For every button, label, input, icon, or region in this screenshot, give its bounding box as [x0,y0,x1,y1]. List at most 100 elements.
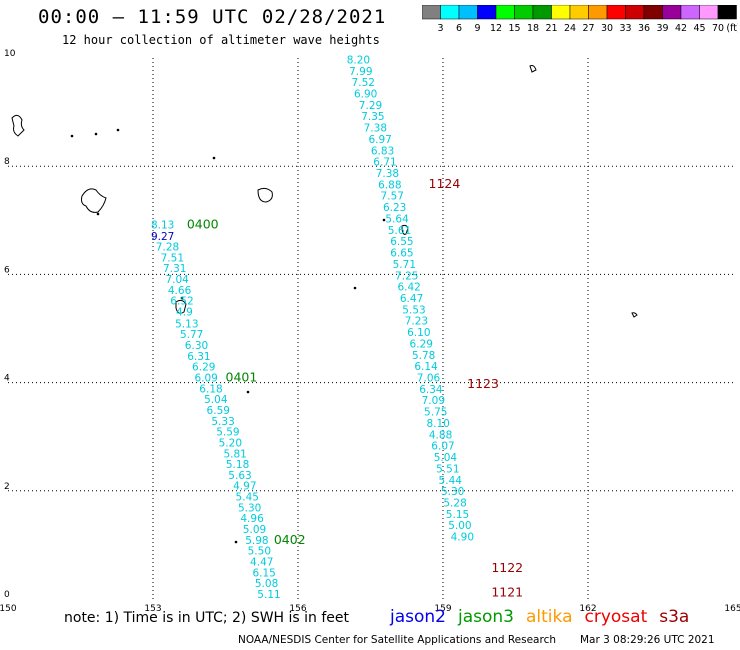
wave-height-value: 5.81 [223,448,246,460]
wave-height-value: 7.57 [381,191,404,203]
colorbar-label: 36 [638,23,650,34]
wave-height-value: 5.11 [257,589,280,601]
wave-height-value: 6.88 [378,179,401,191]
wave-height-value: 8.10 [426,418,449,430]
wave-height-value: 5.15 [446,509,469,521]
colorbar-label: 12 [490,23,502,34]
wave-height-value: 8.13 [151,219,174,231]
colorbar-label: 42 [675,23,687,34]
map-title: 00:00 – 11:59 UTC 02/28/2021 [38,6,387,28]
lon-tick-label: 165 [724,604,740,614]
wave-height-value: 6.59 [207,405,230,417]
wave-height-value: 6.52 [170,296,193,308]
wave-height-value: 5.75 [424,407,447,419]
wave-height-value: 4.88 [429,429,452,441]
wave-height-value: 6.10 [407,327,430,339]
wave-height-value: 7.35 [361,111,384,123]
wave-height-value: 4.97 [233,481,256,493]
pass-time-label: 1121 [491,584,523,599]
lat-tick-label: 8 [4,157,10,167]
islet-dot [246,390,250,394]
wave-height-value: 5.59 [216,427,239,439]
wave-height-value: 5.45 [236,492,259,504]
wave-height-value: 6.30 [185,340,208,352]
wave-height-value: 6.47 [400,293,423,305]
colorbar-label: 21 [545,23,557,34]
wave-height-value: 6.07 [431,441,454,453]
wave-height-value: 6.71 [373,157,396,169]
wave-height-value: 5.51 [436,463,459,475]
pass-time-label: 0401 [226,370,258,385]
wave-height-value: 5.98 [245,535,268,547]
pass-time-label: 1123 [467,376,499,391]
wave-height-value: 4.96 [240,513,264,525]
lon-tick-label: 162 [579,604,596,614]
colorbar-label: 3 [437,23,443,34]
credit-text: NOAA/NESDIS Center for Satellite Applica… [238,634,556,646]
wave-height-value: 5.28 [443,497,466,509]
colorbar-label: 39 [656,23,668,34]
islet-dot [94,132,98,136]
satellite-legend: jason2 jason3 altika cryosat s3a [390,607,701,627]
wave-height-value: 7.09 [422,395,445,407]
islet-dot [180,296,184,300]
wave-height-value: 5.44 [439,475,463,487]
island-outline [529,65,537,73]
wave-height-value: 4.66 [168,285,192,297]
wave-height-value: 4.9 [176,307,193,319]
lon-tick-label: 159 [434,604,451,614]
lon-tick-label: 150 [0,604,17,614]
wave-height-value: 5.50 [248,546,271,558]
lat-tick-label: 4 [4,374,10,384]
colorbar-label: 24 [564,23,576,34]
wave-height-value: 6.83 [371,145,394,157]
wave-height-value: 7.25 [395,270,418,282]
lat-tick-label: 6 [4,265,10,275]
colorbar-label: 18 [527,23,539,34]
wave-height-value: 6.29 [410,338,433,350]
islet-dot [70,134,74,138]
pass-time-label: 0400 [187,216,219,231]
wave-height-value: 5.33 [211,416,234,428]
wave-height-value: 7.51 [161,252,184,264]
wave-height-value: 5.00 [448,520,471,532]
wave-height-value: 9.27 [151,231,174,243]
wave-height-value: 7.29 [359,100,382,112]
wave-height-value: 6.42 [397,282,420,294]
wave-height-value: 5.20 [219,437,242,449]
island-outline [401,224,409,235]
colorbar-unit: (ft) [726,23,738,34]
colorbar-label: 6 [456,23,462,34]
wave-height-value: 5.08 [255,578,278,590]
wave-height-value: 7.52 [352,77,375,89]
wave-height-value: 7.06 [417,373,441,385]
island-outline [81,188,107,213]
wave-height-value: 7.38 [376,168,399,180]
islet-dot [116,128,120,132]
pass-time-label: 1122 [491,560,523,575]
wave-height-value: 6.34 [419,384,443,396]
wave-height-value: 6.97 [368,134,391,146]
islet-dot [212,156,216,160]
legend-cryosat: cryosat [584,607,648,627]
wave-height-value: 4.47 [250,556,273,568]
wave-height-value: 5.61 [388,225,411,237]
wave-height-value: 7.38 [364,123,387,135]
wave-height-value: 6.14 [414,361,438,373]
wave-height-value: 5.63 [228,470,251,482]
islet-dot [353,286,357,290]
wave-height-value: 5.30 [441,486,464,498]
islet-dot [234,540,238,544]
wave-height-value: 6.29 [192,362,215,374]
colorbar-label: 45 [693,23,705,34]
wave-height-value: 5.30 [238,502,261,514]
wave-height-value: 4.90 [451,532,474,544]
footer-note: note: 1) Time is in UTC; 2) SWH is in fe… [64,610,350,626]
islet-dot [96,212,100,216]
wave-height-value: 5.04 [204,394,228,406]
colorbar-label: 27 [582,23,594,34]
wave-height-value: 6.09 [194,373,217,385]
island-outline [257,187,273,203]
colorbar-swatch [717,5,737,20]
